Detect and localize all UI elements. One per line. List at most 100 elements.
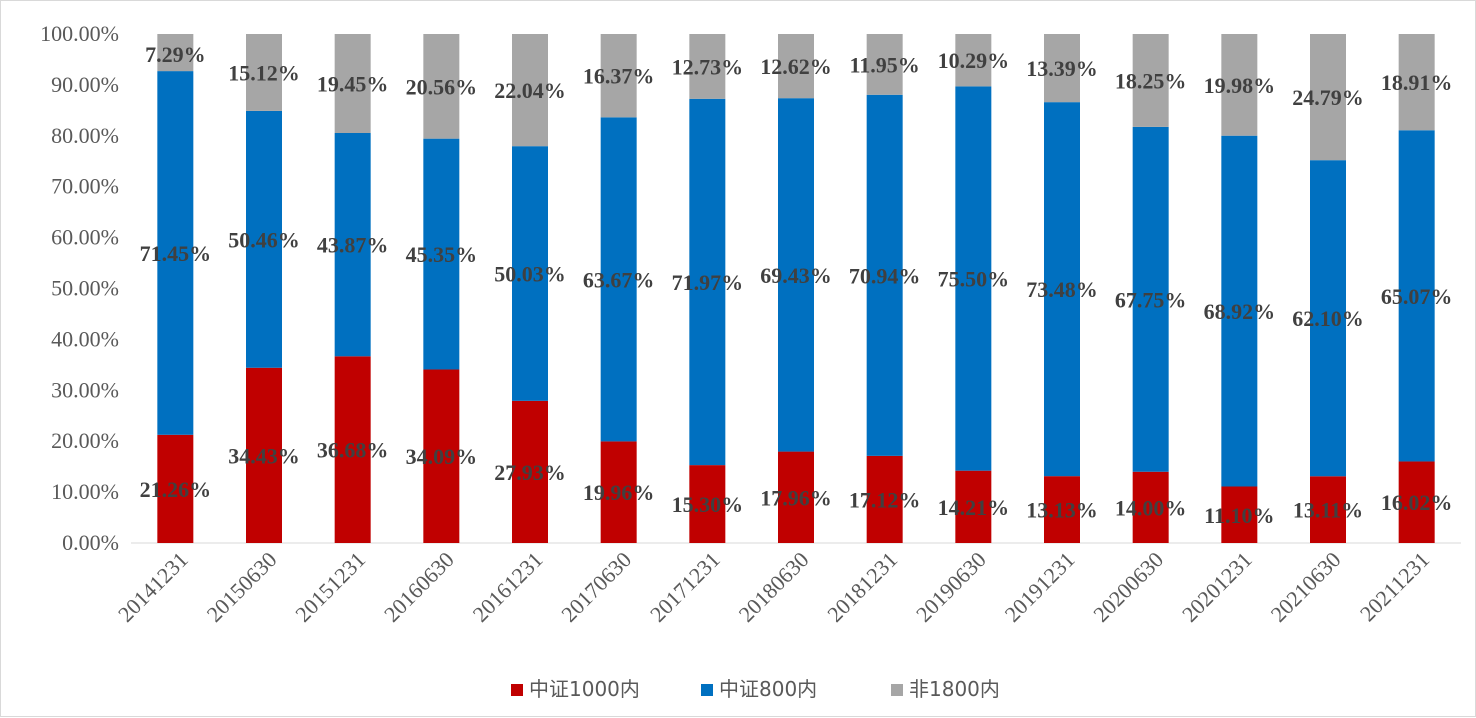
bar-segment-csi800	[1310, 160, 1346, 477]
data-label: 12.73%	[672, 54, 744, 79]
bar-segment-csi800	[157, 71, 194, 435]
bar-segment-csi1000	[423, 369, 460, 543]
bar-segment-csi1000	[246, 367, 282, 543]
bar-segment-non1800	[1044, 34, 1080, 103]
data-label: 50.03%	[494, 262, 566, 287]
data-label: 14.21%	[938, 495, 1010, 520]
bar-segment-csi800	[1398, 130, 1435, 462]
data-label: 34.43%	[228, 443, 300, 468]
y-tick-label: 20.00%	[51, 428, 119, 453]
bar-segment-non1800	[1398, 34, 1435, 131]
data-label: 71.45%	[140, 241, 212, 266]
data-label: 20.56%	[406, 74, 478, 99]
x-tick-label: 20190630	[911, 547, 991, 627]
data-label: 11.10%	[1204, 503, 1274, 528]
data-label: 24.79%	[1292, 85, 1364, 110]
bar-segment-non1800	[512, 34, 548, 147]
y-tick-label: 60.00%	[51, 225, 119, 250]
data-label: 10.29%	[938, 48, 1010, 73]
x-tick-label: 20180630	[734, 547, 814, 627]
x-tick-label: 20201231	[1177, 547, 1257, 627]
data-label: 62.10%	[1292, 306, 1364, 331]
data-label: 18.25%	[1115, 68, 1187, 93]
y-tick-label: 80.00%	[51, 123, 119, 148]
bar-segment-csi1000	[1221, 486, 1258, 543]
bar-segment-non1800	[1310, 34, 1346, 161]
x-tick-label: 20170630	[556, 547, 636, 627]
data-label: 21.26%	[140, 477, 212, 502]
bar-segment-csi800	[866, 94, 903, 456]
bar-segment-csi800	[1221, 135, 1258, 487]
data-label: 12.62%	[760, 54, 832, 79]
bar-segment-csi1000	[1132, 471, 1169, 543]
bar-segment-csi1000	[1398, 461, 1435, 543]
data-label: 69.43%	[760, 263, 832, 288]
data-label: 45.35%	[406, 242, 478, 267]
data-label: 36.68%	[317, 438, 389, 463]
bar-segment-csi800	[689, 98, 726, 466]
bar-segment-csi800	[334, 133, 371, 357]
data-label: 14.00%	[1115, 495, 1187, 520]
data-label: 71.97%	[672, 270, 744, 295]
bar-segment-csi1000	[955, 470, 992, 543]
bar-segment-csi1000	[778, 451, 814, 543]
data-label: 73.48%	[1026, 277, 1098, 302]
bar-segment-csi800	[423, 138, 460, 370]
data-label: 63.67%	[583, 267, 655, 292]
data-label: 67.75%	[1115, 287, 1187, 312]
bar-segment-csi1000	[512, 400, 548, 543]
bar-segment-non1800	[246, 34, 282, 111]
data-label: 13.39%	[1026, 56, 1098, 81]
bar-segment-csi1000	[1310, 476, 1346, 543]
x-tick-label: 20200630	[1088, 547, 1168, 627]
data-label: 15.30%	[672, 492, 744, 517]
data-label: 19.98%	[1204, 73, 1276, 98]
x-tick-label: 20181231	[822, 547, 902, 627]
data-label: 13.11%	[1293, 498, 1363, 523]
data-label: 15.12%	[228, 60, 300, 85]
bar-segment-non1800	[334, 34, 371, 134]
data-label: 70.94%	[849, 263, 921, 288]
y-tick-label: 40.00%	[51, 326, 119, 351]
bar-segment-non1800	[866, 34, 903, 95]
bar-segment-csi1000	[1044, 476, 1080, 543]
legend-swatch	[511, 684, 523, 696]
bar-segment-non1800	[778, 34, 814, 99]
legend-label: 中证1000内	[529, 677, 640, 701]
bar-segment-csi800	[1132, 126, 1169, 472]
data-label: 43.87%	[317, 233, 389, 258]
x-tick-label: 20171231	[645, 547, 725, 627]
data-label: 65.07%	[1381, 284, 1453, 309]
bar-segment-non1800	[689, 34, 726, 99]
y-tick-label: 100.00%	[40, 21, 119, 46]
x-tick-label: 20160630	[379, 547, 459, 627]
bar-segment-non1800	[1132, 34, 1169, 127]
data-label: 22.04%	[494, 78, 566, 103]
x-tick-label: 20150630	[202, 547, 282, 627]
bar-segment-csi800	[512, 146, 548, 401]
bar-segment-non1800	[423, 34, 460, 139]
bar-segment-csi1000	[866, 455, 903, 543]
bar-segment-csi800	[1044, 102, 1080, 477]
data-label: 68.92%	[1204, 299, 1276, 324]
data-label: 19.96%	[583, 480, 655, 505]
legend-swatch	[701, 684, 713, 696]
x-tick-label: 20211231	[1355, 547, 1434, 626]
data-label: 75.50%	[938, 267, 1010, 292]
x-tick-label: 20141231	[113, 547, 193, 627]
data-label: 50.46%	[228, 227, 300, 252]
bar-segment-csi1000	[157, 434, 194, 543]
data-label: 16.02%	[1381, 490, 1453, 515]
y-tick-label: 0.00%	[62, 530, 119, 555]
x-tick-label: 20210630	[1266, 547, 1346, 627]
bar-segment-csi1000	[334, 356, 371, 543]
legend-swatch	[891, 684, 903, 696]
data-label: 13.13%	[1026, 498, 1098, 523]
y-tick-label: 10.00%	[51, 479, 119, 504]
x-tick-label: 20151231	[290, 547, 370, 627]
y-tick-label: 50.00%	[51, 276, 119, 301]
bar-segment-csi1000	[689, 465, 726, 543]
bar-segment-non1800	[1221, 34, 1258, 136]
